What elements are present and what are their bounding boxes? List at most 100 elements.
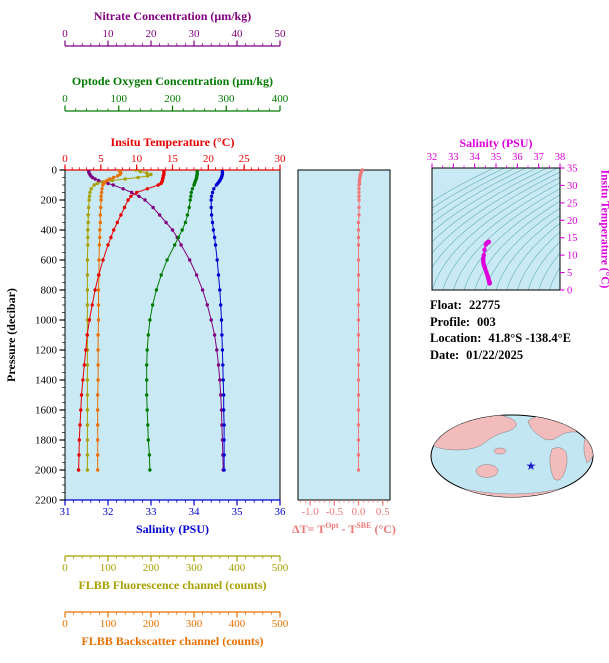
svg-text:30: 30	[567, 181, 578, 192]
ts-plot-area	[432, 168, 560, 290]
svg-text:Nitrate Concentration (μm/kg): Nitrate Concentration (μm/kg)	[94, 9, 251, 23]
svg-text:25: 25	[567, 198, 578, 209]
svg-text:-1.0: -1.0	[301, 506, 319, 518]
svg-text:34: 34	[469, 152, 480, 163]
svg-text:200: 200	[143, 618, 160, 630]
svg-text:600: 600	[41, 255, 58, 267]
svg-text:30: 30	[189, 28, 201, 40]
svg-text:300: 300	[186, 562, 203, 574]
svg-text:500: 500	[272, 562, 289, 574]
svg-text:100: 100	[111, 93, 128, 105]
float-info-line-float: Float: 22775	[430, 297, 571, 314]
float-location-star-icon: ★	[526, 459, 537, 473]
svg-text:10: 10	[567, 251, 578, 262]
float-info-line-location: Location: 41.8°S -138.4°E	[430, 330, 571, 347]
svg-text:2000: 2000	[35, 465, 58, 477]
svg-text:400: 400	[229, 562, 246, 574]
svg-text:35: 35	[491, 152, 502, 163]
svg-text:40: 40	[232, 28, 244, 40]
svg-text:Salinity (PSU): Salinity (PSU)	[136, 522, 209, 536]
location-value: 41.8°S -138.4°E	[488, 331, 571, 345]
svg-text:1600: 1600	[35, 405, 58, 417]
svg-text:Insitu Temperature (°C): Insitu Temperature (°C)	[111, 135, 235, 149]
svg-text:800: 800	[41, 285, 58, 297]
svg-text:20: 20	[146, 28, 158, 40]
svg-text:10: 10	[131, 153, 143, 165]
svg-text:0.0: 0.0	[352, 506, 366, 518]
svg-text:100: 100	[100, 618, 117, 630]
svg-text:0: 0	[567, 286, 572, 297]
svg-text:1200: 1200	[35, 345, 58, 357]
svg-text:Pressure (decibar): Pressure (decibar)	[4, 288, 18, 382]
float-info-line-profile: Profile: 003	[430, 314, 571, 331]
svg-text:-0.5: -0.5	[326, 506, 344, 518]
svg-text:20: 20	[203, 153, 215, 165]
svg-text:0: 0	[62, 153, 68, 165]
date-value: 01/22/2025	[466, 347, 524, 362]
svg-text:33: 33	[448, 152, 459, 163]
svg-text:15: 15	[567, 233, 578, 244]
profile-value: 003	[477, 314, 496, 329]
delta-t-label-prefix: ΔT= T	[292, 522, 326, 536]
svg-text:0.5: 0.5	[376, 506, 390, 518]
svg-text:38: 38	[555, 152, 566, 163]
svg-text:1400: 1400	[35, 375, 58, 387]
svg-text:400: 400	[41, 225, 58, 237]
float-info-line-date: Date: 01/22/2025	[430, 347, 571, 364]
svg-text:100: 100	[100, 562, 117, 574]
svg-text:50: 50	[275, 28, 287, 40]
svg-text:15: 15	[167, 153, 179, 165]
svg-text:Insitu Temperature (°C): Insitu Temperature (°C)	[599, 170, 609, 289]
profile-label: Profile:	[430, 314, 471, 329]
svg-text:31: 31	[60, 506, 71, 518]
ts-contours	[432, 168, 560, 290]
float-info: Float: 22775 Profile: 003 Location: 41.8°S …	[430, 297, 571, 363]
delta-t-plot-area	[298, 170, 390, 500]
delta-t-label-sup-sbe: SBE	[356, 521, 372, 530]
svg-text:36: 36	[275, 506, 287, 518]
svg-text:500: 500	[272, 618, 289, 630]
delta-t-label-sup-opt: Opt	[325, 521, 339, 530]
svg-text:FLBB Fluorescence channel (cou: FLBB Fluorescence channel (counts)	[78, 578, 266, 592]
svg-text:1800: 1800	[35, 435, 58, 447]
svg-text:10: 10	[103, 28, 115, 40]
svg-text:0: 0	[52, 165, 58, 177]
date-label: Date:	[430, 347, 460, 362]
svg-text:0: 0	[62, 28, 68, 40]
ts-data	[481, 239, 492, 286]
delta-t-axis-label: ΔT= TOpt - TSBE (°C)	[282, 521, 406, 537]
svg-text:5: 5	[98, 153, 104, 165]
svg-text:34: 34	[189, 506, 201, 518]
float-label: Float:	[430, 298, 462, 312]
svg-text:0: 0	[62, 618, 68, 630]
svg-text:0: 0	[62, 93, 68, 105]
svg-text:0: 0	[62, 562, 68, 574]
svg-text:200: 200	[143, 562, 160, 574]
svg-text:35: 35	[567, 164, 578, 175]
location-label: Location:	[430, 331, 482, 345]
svg-text:Salinity (PSU): Salinity (PSU)	[459, 136, 532, 150]
svg-text:2200: 2200	[35, 495, 58, 507]
svg-text:400: 400	[272, 93, 289, 105]
svg-text:5: 5	[567, 268, 572, 279]
svg-text:30: 30	[275, 153, 287, 165]
svg-text:35: 35	[232, 506, 244, 518]
svg-text:300: 300	[218, 93, 235, 105]
float-value: 22775	[468, 298, 501, 312]
world-map: ★	[430, 414, 594, 498]
svg-text:33: 33	[146, 506, 158, 518]
profile-series	[76, 170, 226, 472]
svg-text:32: 32	[103, 506, 114, 518]
main-plot-area	[65, 170, 280, 500]
delta-t-label-mid: - T	[338, 522, 357, 536]
svg-text:300: 300	[186, 618, 203, 630]
delta-t-label-suffix: (°C)	[371, 522, 396, 536]
svg-text:25: 25	[239, 153, 251, 165]
svg-text:FLBB Backscatter channel (coun: FLBB Backscatter channel (counts)	[81, 634, 263, 648]
svg-text:200: 200	[164, 93, 181, 105]
svg-text:36: 36	[512, 152, 523, 163]
svg-text:20: 20	[567, 216, 578, 227]
svg-text:200: 200	[41, 195, 58, 207]
